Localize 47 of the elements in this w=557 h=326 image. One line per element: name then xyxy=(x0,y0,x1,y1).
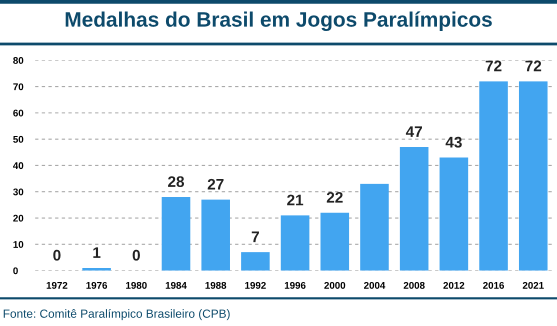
bar xyxy=(162,196,190,271)
x-tick-label: 2008 xyxy=(404,282,425,289)
x-tick-label: 2004 xyxy=(364,282,386,289)
bar xyxy=(400,147,428,271)
bar xyxy=(440,158,468,271)
y-tick-label: 20 xyxy=(13,214,24,222)
x-tick-label: 1984 xyxy=(166,282,187,289)
data-label: 21 xyxy=(287,194,304,206)
y-tick-label: 40 xyxy=(13,162,24,170)
bar xyxy=(518,81,548,271)
data-label: 0 xyxy=(53,250,61,261)
bar xyxy=(360,184,389,271)
data-label: 7 xyxy=(252,232,259,242)
x-tick-label: 1988 xyxy=(206,282,226,289)
x-tick-label: 1972 xyxy=(46,282,68,289)
chart-title: Medalhas do Brasil em Jogos Paralímpicos xyxy=(66,11,492,32)
bar xyxy=(82,268,111,271)
data-label: 28 xyxy=(168,176,184,188)
bar xyxy=(201,200,230,271)
y-tick-label: 0 xyxy=(13,267,18,274)
x-tick-label: 2012 xyxy=(443,282,464,289)
y-tick-label: 70 xyxy=(13,83,24,90)
data-label: 0 xyxy=(132,250,140,261)
data-label: 72 xyxy=(525,60,542,72)
x-tick-label: 2021 xyxy=(522,282,544,289)
x-tick-label: 1980 xyxy=(126,282,147,289)
x-tick-label: 2000 xyxy=(324,282,346,289)
bar xyxy=(320,212,350,271)
x-tick-label: 1996 xyxy=(284,282,306,289)
bar xyxy=(280,215,310,271)
data-label: 43 xyxy=(446,136,462,148)
x-tick-label: 2016 xyxy=(483,282,504,289)
source-note: Fonte: Comitê Paralímpico Brasileiro (CPB) xyxy=(4,309,230,320)
data-label: 22 xyxy=(326,192,343,203)
y-tick-label: 80 xyxy=(13,57,24,64)
y-tick-label: 10 xyxy=(13,241,24,248)
data-label: 1 xyxy=(93,247,100,258)
x-tick-label: 1976 xyxy=(86,282,108,289)
bar xyxy=(241,252,270,271)
data-label: 27 xyxy=(208,178,224,190)
y-tick-label: 60 xyxy=(13,110,24,116)
data-label: 47 xyxy=(406,126,422,137)
x-tick-label: 1992 xyxy=(245,282,266,289)
y-tick-label: 30 xyxy=(13,188,24,196)
y-tick-label: 50 xyxy=(13,136,24,143)
data-label: 72 xyxy=(486,60,502,72)
bar xyxy=(479,81,508,271)
